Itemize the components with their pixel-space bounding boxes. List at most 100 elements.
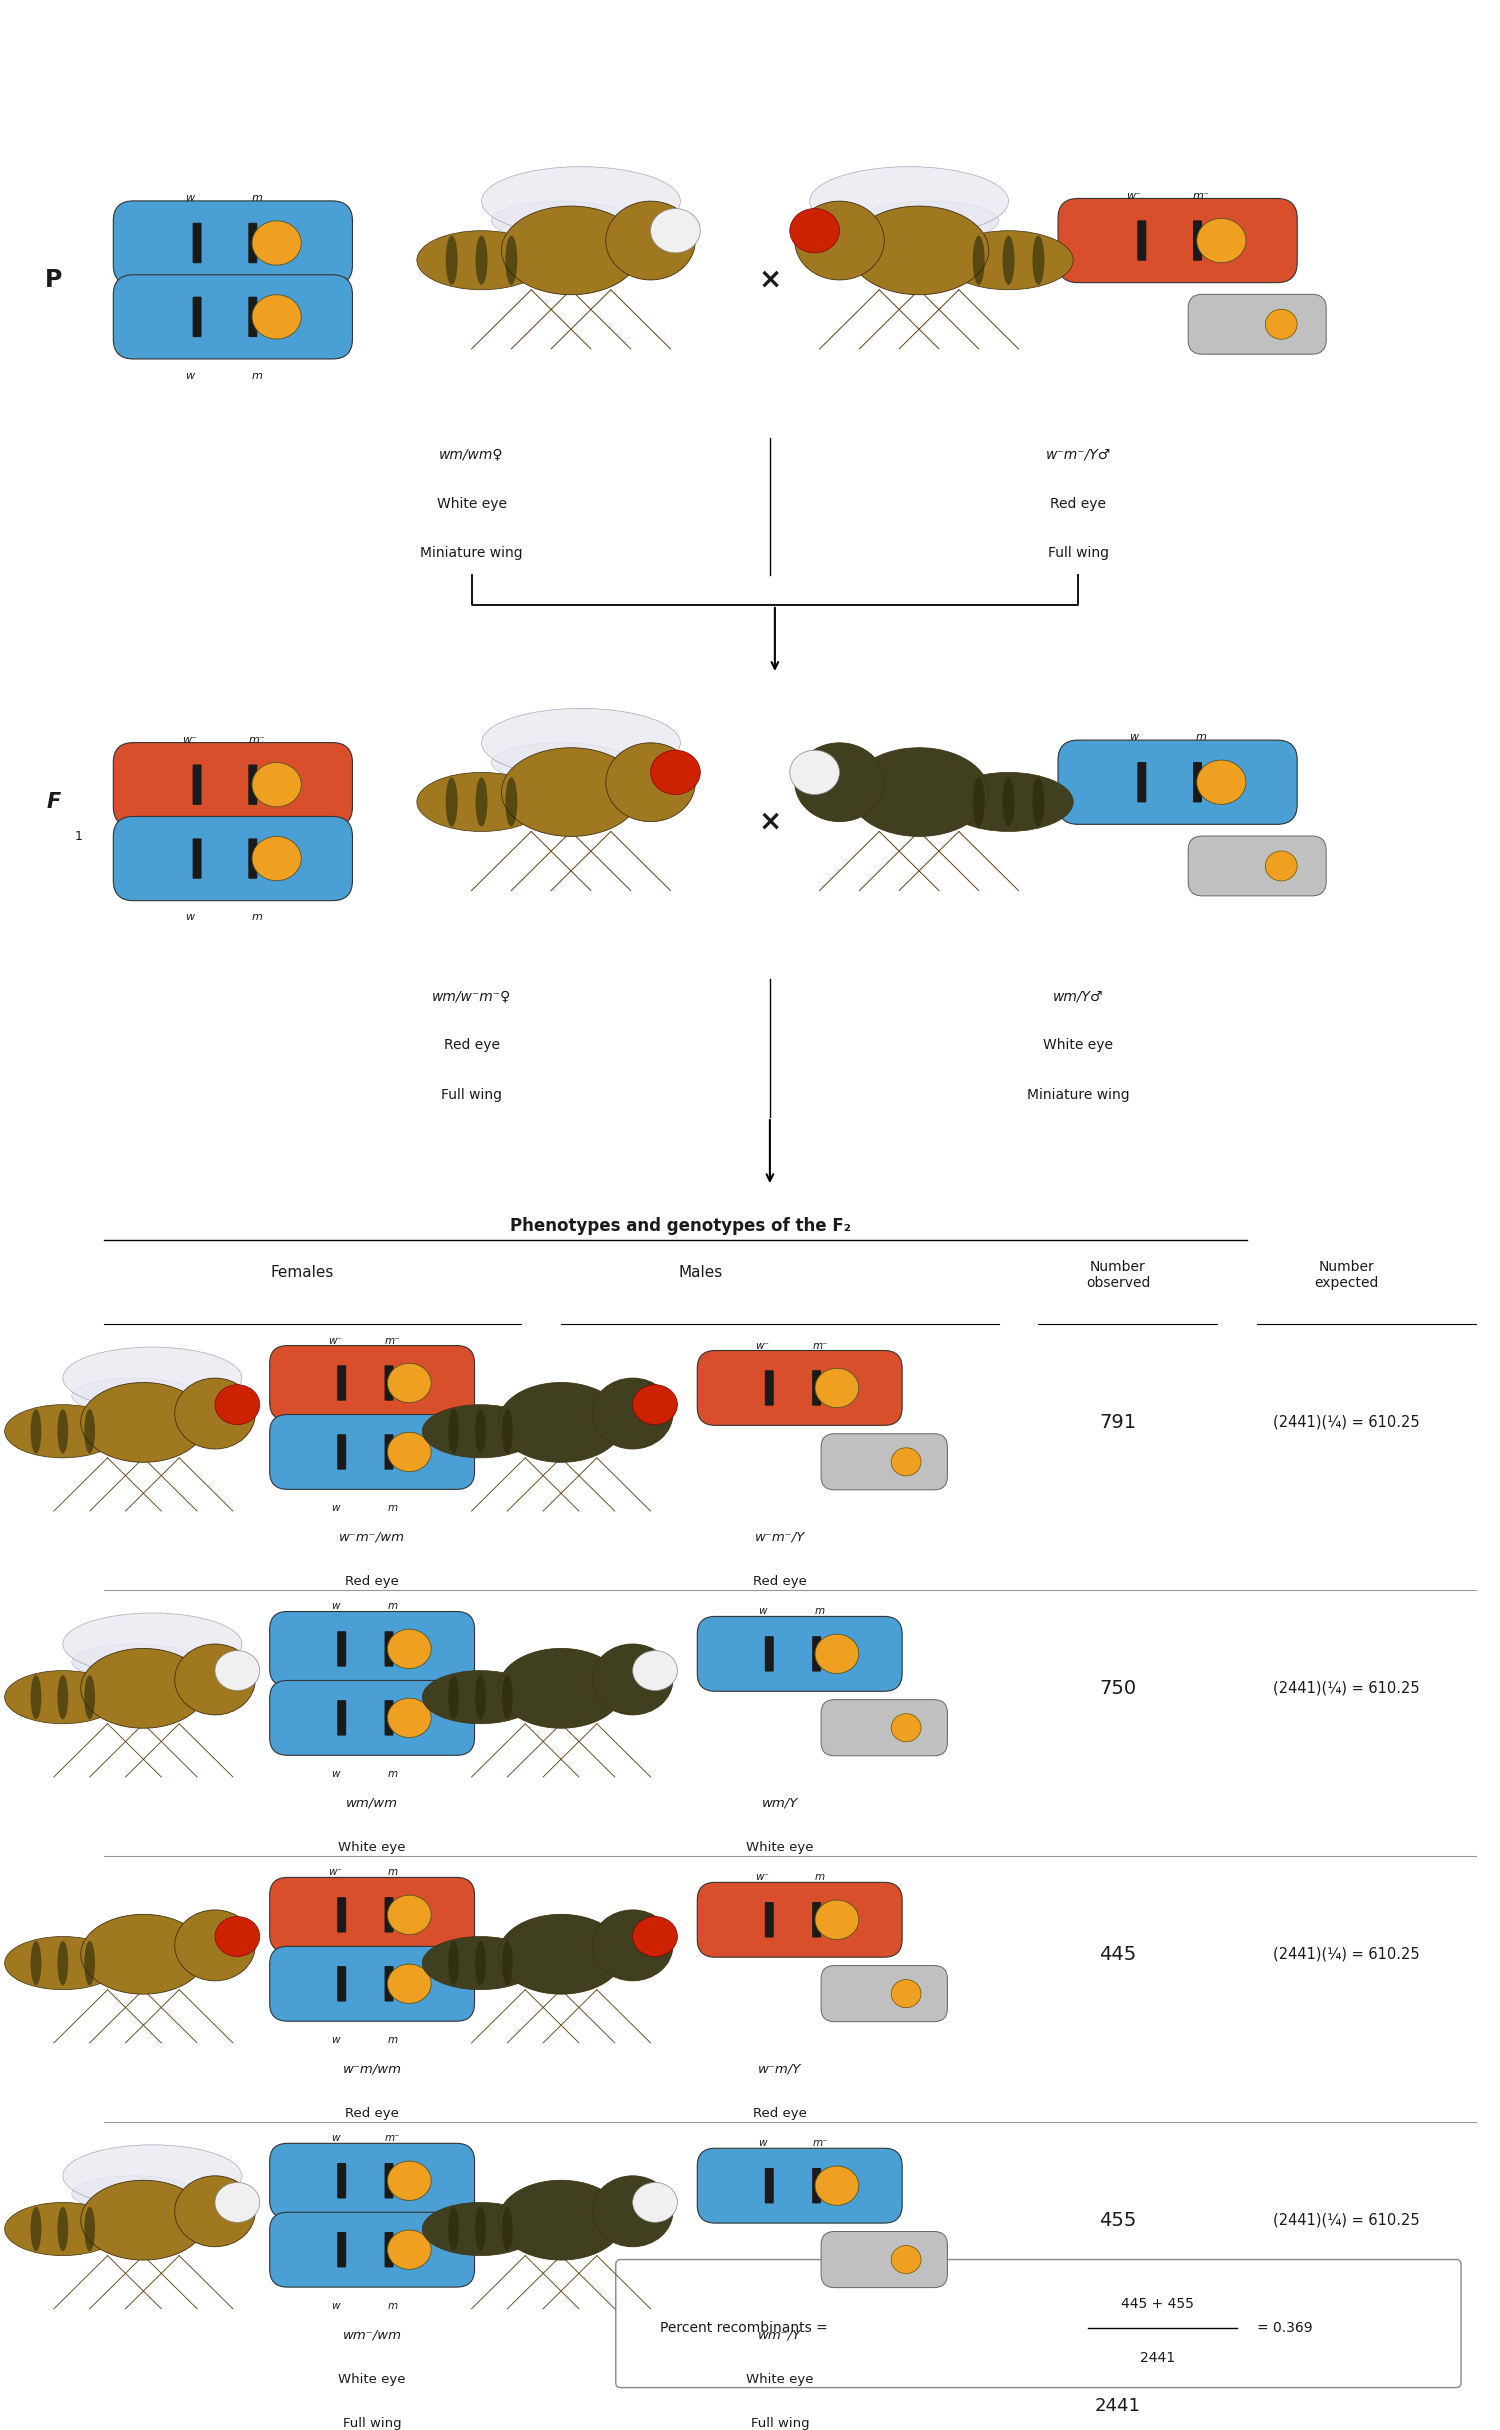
Text: White eye: White eye bbox=[339, 1842, 406, 1854]
Ellipse shape bbox=[4, 2202, 122, 2255]
Ellipse shape bbox=[506, 778, 518, 826]
Text: wm/Y: wm/Y bbox=[762, 1796, 798, 1810]
Text: w⁻: w⁻ bbox=[756, 1341, 770, 1351]
Ellipse shape bbox=[417, 231, 546, 289]
Text: w: w bbox=[330, 2034, 339, 2046]
Ellipse shape bbox=[498, 1648, 624, 1728]
Ellipse shape bbox=[81, 1915, 206, 1995]
Ellipse shape bbox=[446, 236, 458, 284]
Ellipse shape bbox=[815, 1900, 860, 1939]
Text: w⁻m/Y: w⁻m/Y bbox=[758, 2063, 801, 2075]
Text: 455: 455 bbox=[1100, 2211, 1137, 2231]
Text: Miniature wing: Miniature wing bbox=[1028, 1089, 1130, 1101]
Ellipse shape bbox=[944, 231, 1072, 289]
FancyBboxPatch shape bbox=[338, 1898, 346, 1932]
Ellipse shape bbox=[252, 836, 302, 880]
Text: w⁻: w⁻ bbox=[328, 1336, 342, 1346]
Text: Red eye: Red eye bbox=[345, 2107, 399, 2119]
Ellipse shape bbox=[633, 2182, 678, 2223]
Ellipse shape bbox=[476, 2206, 486, 2250]
FancyBboxPatch shape bbox=[114, 275, 352, 360]
FancyBboxPatch shape bbox=[338, 2163, 346, 2199]
FancyBboxPatch shape bbox=[338, 1966, 346, 2002]
Text: m: m bbox=[252, 192, 262, 204]
Ellipse shape bbox=[1032, 236, 1044, 284]
Text: w: w bbox=[330, 1769, 339, 1779]
Ellipse shape bbox=[84, 1942, 94, 1985]
Text: m: m bbox=[815, 1874, 825, 1883]
Text: m⁻: m⁻ bbox=[384, 1336, 400, 1346]
Ellipse shape bbox=[81, 2180, 206, 2260]
Text: 445 + 455: 445 + 455 bbox=[1122, 2296, 1194, 2311]
Ellipse shape bbox=[30, 1942, 42, 1985]
FancyBboxPatch shape bbox=[270, 1878, 474, 1951]
Ellipse shape bbox=[1002, 236, 1014, 284]
Ellipse shape bbox=[790, 751, 840, 795]
Ellipse shape bbox=[63, 1346, 242, 1409]
Text: F: F bbox=[46, 792, 62, 812]
FancyBboxPatch shape bbox=[192, 838, 201, 880]
Ellipse shape bbox=[448, 1674, 459, 1720]
Ellipse shape bbox=[387, 1363, 430, 1402]
Text: w: w bbox=[330, 2134, 339, 2143]
Ellipse shape bbox=[606, 744, 696, 821]
Ellipse shape bbox=[1197, 219, 1246, 262]
Ellipse shape bbox=[214, 1650, 260, 1691]
Ellipse shape bbox=[1266, 850, 1298, 882]
Ellipse shape bbox=[891, 1448, 921, 1475]
Ellipse shape bbox=[859, 202, 999, 241]
FancyBboxPatch shape bbox=[812, 2168, 820, 2204]
Ellipse shape bbox=[795, 744, 885, 821]
Ellipse shape bbox=[592, 1645, 674, 1716]
Text: 2441: 2441 bbox=[1095, 2398, 1142, 2415]
Text: ×: × bbox=[759, 265, 782, 294]
FancyBboxPatch shape bbox=[765, 1635, 774, 1672]
Text: m: m bbox=[387, 1504, 398, 1514]
FancyBboxPatch shape bbox=[270, 1414, 474, 1490]
Text: White eye: White eye bbox=[746, 1842, 813, 1854]
Text: Females: Females bbox=[272, 1266, 334, 1281]
Ellipse shape bbox=[506, 236, 518, 284]
Ellipse shape bbox=[476, 1674, 486, 1720]
Ellipse shape bbox=[592, 1910, 674, 1980]
Text: Miniature wing: Miniature wing bbox=[322, 2151, 422, 2165]
Text: Red eye: Red eye bbox=[753, 2107, 807, 2119]
Ellipse shape bbox=[606, 202, 696, 279]
Ellipse shape bbox=[174, 1378, 255, 1448]
Ellipse shape bbox=[1197, 761, 1246, 804]
FancyBboxPatch shape bbox=[384, 1434, 393, 1470]
FancyBboxPatch shape bbox=[384, 1631, 393, 1667]
Ellipse shape bbox=[30, 1409, 42, 1453]
Text: w: w bbox=[184, 369, 194, 382]
Text: P: P bbox=[45, 267, 63, 292]
Ellipse shape bbox=[214, 1917, 260, 1956]
Text: m: m bbox=[387, 1601, 398, 1611]
Ellipse shape bbox=[423, 1937, 538, 1990]
Ellipse shape bbox=[57, 1942, 68, 1985]
Text: w⁻m⁻/wm: w⁻m⁻/wm bbox=[339, 1531, 405, 1543]
Ellipse shape bbox=[651, 209, 700, 253]
Ellipse shape bbox=[503, 2206, 513, 2250]
Ellipse shape bbox=[849, 207, 988, 294]
Text: Full wing: Full wing bbox=[1047, 547, 1108, 559]
Ellipse shape bbox=[446, 778, 458, 826]
Ellipse shape bbox=[423, 1669, 538, 1723]
Text: wm⁻/Y: wm⁻/Y bbox=[758, 2328, 801, 2343]
Ellipse shape bbox=[387, 1895, 430, 1934]
FancyBboxPatch shape bbox=[1188, 294, 1326, 355]
Ellipse shape bbox=[214, 2182, 260, 2223]
Text: 1: 1 bbox=[75, 831, 82, 843]
Ellipse shape bbox=[30, 2206, 42, 2250]
FancyBboxPatch shape bbox=[1188, 836, 1326, 897]
Ellipse shape bbox=[448, 1942, 459, 1985]
Ellipse shape bbox=[81, 1648, 206, 1728]
FancyBboxPatch shape bbox=[270, 1611, 474, 1686]
Ellipse shape bbox=[387, 2160, 430, 2202]
FancyBboxPatch shape bbox=[270, 1946, 474, 2022]
Ellipse shape bbox=[252, 221, 302, 265]
Text: (2441)(¼) = 610.25: (2441)(¼) = 610.25 bbox=[1274, 2214, 1420, 2228]
Text: w⁻: w⁻ bbox=[328, 1866, 342, 1878]
FancyBboxPatch shape bbox=[765, 1371, 774, 1405]
Ellipse shape bbox=[974, 236, 984, 284]
Ellipse shape bbox=[501, 748, 640, 836]
